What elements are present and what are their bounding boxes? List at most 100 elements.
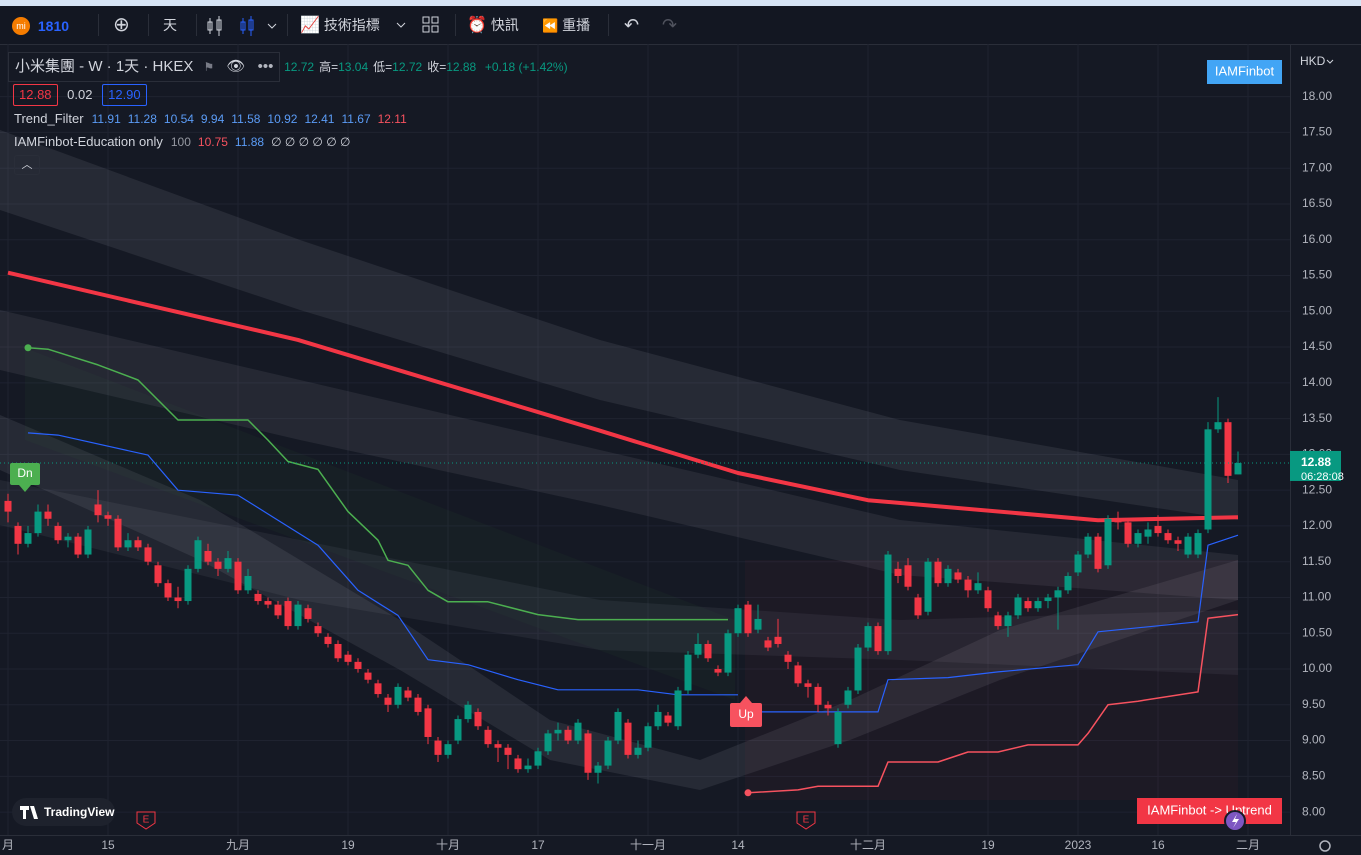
candle-body <box>14 525 22 544</box>
x-tick-label: 十二月 <box>850 838 886 852</box>
candle-body <box>954 572 962 580</box>
alerts-button[interactable]: ⏰ 快訊 <box>467 17 519 34</box>
y-tick-label: 16.00 <box>1302 232 1332 246</box>
candle-body <box>764 640 772 648</box>
band <box>0 480 1238 675</box>
candle-body <box>404 690 412 698</box>
interval[interactable]: 天 <box>163 17 177 33</box>
candle-body <box>74 536 82 555</box>
candle-body <box>1234 462 1242 475</box>
undo-button[interactable]: ↶ <box>624 15 640 35</box>
watermark[interactable]: TradingView <box>12 798 115 826</box>
ohlc-label: 高= <box>319 60 339 74</box>
up-signal: Up <box>730 696 762 727</box>
event[interactable]: E <box>796 811 816 830</box>
candle-body <box>584 733 592 773</box>
candle-body <box>1104 518 1112 566</box>
candle-body <box>284 601 292 627</box>
price-tag-bg <box>1290 450 1341 481</box>
indicators-button[interactable]: 📈 技術指標 <box>300 17 380 34</box>
candle-body <box>774 636 782 644</box>
candle-body <box>1214 422 1222 430</box>
y-tick-label: 18.00 <box>1302 89 1332 103</box>
watermark-logo <box>20 806 38 819</box>
candle-body <box>554 729 562 734</box>
y-tick-label: 12.00 <box>1302 518 1332 532</box>
candle-body <box>1094 536 1102 569</box>
candle-body <box>484 729 492 745</box>
spread: 0.02 <box>67 87 93 102</box>
event[interactable]: E <box>136 811 156 830</box>
candle-body <box>394 686 402 705</box>
candle-body <box>664 715 672 723</box>
candle-body <box>94 504 102 516</box>
currency-caret <box>1326 59 1334 64</box>
candle-body <box>894 568 902 577</box>
ohlc-label: 收= <box>427 60 447 74</box>
candle-body <box>294 604 302 627</box>
candle-body <box>334 643 342 659</box>
indicator-start-dot <box>744 789 752 797</box>
indicator-value: 11.28 <box>127 112 157 126</box>
candle-body <box>804 683 812 687</box>
ohlc: 12.72 高=13.04 低=12.72 收=12.88 <box>284 60 481 74</box>
candle-body <box>644 726 652 748</box>
compare-button[interactable]: ⊕ <box>113 14 130 36</box>
candle-body <box>244 576 252 591</box>
indicator-row[interactable]: IAMFinbot-Education only 100 10.75 11.88 ∅ ∅… <box>14 130 568 153</box>
candle-body <box>434 740 442 755</box>
candle-body <box>34 511 42 534</box>
candle-body <box>1014 597 1022 616</box>
candle-body <box>824 704 832 709</box>
redo-button[interactable]: ↷ <box>662 15 678 35</box>
candle-body <box>1064 576 1072 591</box>
event-label: E <box>143 815 150 826</box>
candle-body <box>494 744 502 748</box>
candle-body <box>794 665 802 684</box>
bid-ask: 12.88 0.02 12.90 <box>8 82 568 107</box>
symbol-search[interactable]: mi 1810 <box>12 6 69 44</box>
replay-button[interactable]: ⏪ 重播 <box>542 17 591 33</box>
candle-body <box>4 500 12 512</box>
indicator-value: 10.54 <box>163 112 194 126</box>
candle-body <box>684 654 692 691</box>
indicator-value: 100 <box>170 135 191 149</box>
candle-body <box>194 540 202 569</box>
caret[interactable] <box>394 20 410 32</box>
bid[interactable]: 12.88 <box>13 84 58 106</box>
ask[interactable]: 12.90 <box>102 84 147 106</box>
candle-body <box>144 547 152 562</box>
candle-body <box>1084 536 1092 555</box>
candle-body <box>1194 533 1202 555</box>
legend-main: 小米集團 - W · 1天 · HKEX ⚑ 👁 ••• 12.72 高=13.0… <box>8 52 568 82</box>
candle-body <box>614 711 622 741</box>
candle-body <box>694 643 702 655</box>
ohlc-value: 12.72 <box>392 60 423 74</box>
candle-body <box>704 643 712 659</box>
candle-body <box>274 604 282 616</box>
event-shape <box>796 811 816 830</box>
event-label: E <box>803 815 810 826</box>
indicator-row[interactable]: Trend_Filter 11.91 11.28 10.54 9.94 11.58 10.9… <box>14 107 568 130</box>
candle-body <box>1034 601 1042 609</box>
candle-body <box>304 608 312 619</box>
indicator-rows: Trend_Filter 11.91 11.28 10.54 9.94 11.58 10.9… <box>14 107 568 153</box>
indicator-line <box>27 347 728 621</box>
candle-body <box>814 686 822 705</box>
indicator-start-dot <box>24 344 32 352</box>
legend-title-box[interactable]: 小米集團 - W · 1天 · HKEX ⚑ 👁 ••• <box>8 52 281 82</box>
y-tick-label: 10.50 <box>1302 625 1332 639</box>
band <box>0 310 1238 600</box>
candle-body <box>384 697 392 705</box>
chart-type-icons[interactable] <box>205 14 285 38</box>
layout-button[interactable] <box>422 16 440 34</box>
settings-icon[interactable] <box>1319 840 1331 852</box>
y-tick-label: 17.00 <box>1302 160 1332 174</box>
candle-body <box>124 540 132 548</box>
candle-body <box>564 729 572 741</box>
candle-body <box>254 593 262 602</box>
collapse-button[interactable]: ︿ <box>14 155 40 175</box>
replay-label: 重播 <box>562 17 591 33</box>
x-tick-label: 十一月 <box>630 838 666 852</box>
candle-body <box>424 708 432 737</box>
